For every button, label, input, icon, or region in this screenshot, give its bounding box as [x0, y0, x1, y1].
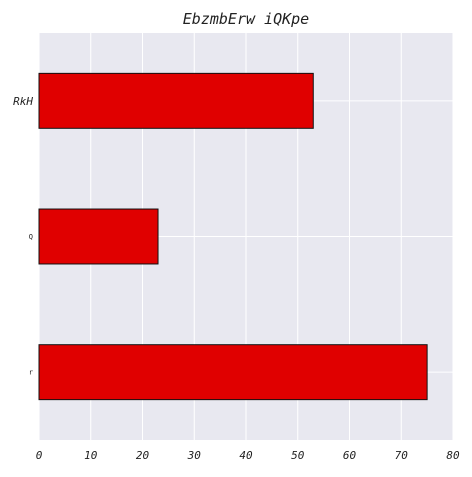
bar: [38, 208, 159, 265]
x-tick-label: 0: [36, 449, 43, 462]
x-tick-label: 70: [395, 449, 409, 462]
x-tick-label: 20: [136, 449, 150, 462]
x-tick-label: 40: [239, 449, 253, 462]
x-tick-label: 10: [84, 449, 98, 462]
y-tick-label: Q: [29, 233, 33, 241]
bar: [38, 344, 428, 401]
x-tick-label: 60: [343, 449, 357, 462]
y-tick-label: RkH: [13, 95, 33, 108]
x-tick-label: 80: [446, 449, 460, 462]
y-tick-label: r: [29, 369, 33, 377]
x-tick-label: 50: [291, 449, 305, 462]
bar: [38, 72, 314, 129]
x-tick-label: 30: [187, 449, 202, 462]
chart-title: EbzmbErw iQKpe: [183, 10, 309, 28]
